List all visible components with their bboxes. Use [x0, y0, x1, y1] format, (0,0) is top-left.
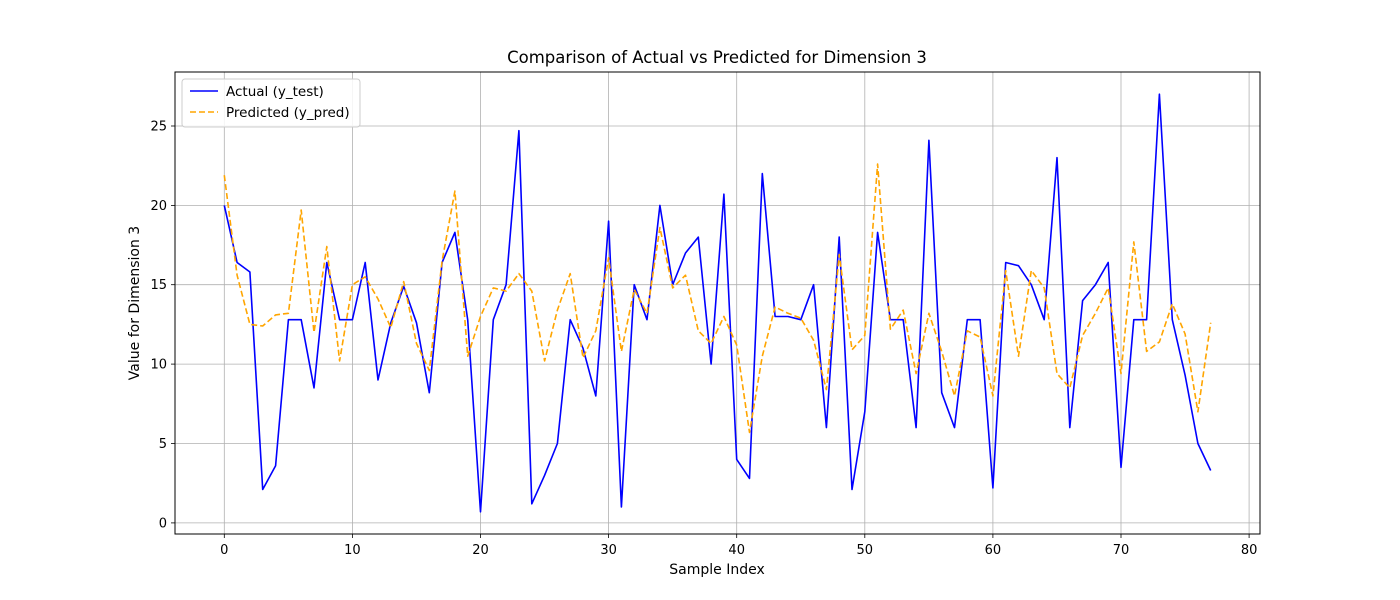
x-axis-label: Sample Index [669, 562, 764, 578]
plot-frame [174, 71, 1261, 535]
plot-background [175, 72, 1260, 534]
y-tick-label: 25 [150, 120, 167, 135]
y-tick-label: 15 [150, 278, 167, 293]
x-tick-label: 0 [220, 543, 228, 558]
grid [175, 72, 1260, 534]
legend: Actual (y_test) Predicted (y_pred) [181, 78, 361, 128]
series-line-actual [223, 93, 1212, 513]
legend-label-actual: Actual (y_test) [226, 84, 324, 100]
x-tick-label: 70 [1113, 543, 1130, 558]
y-tick-label: 0 [159, 516, 167, 531]
y-tick-label: 10 [150, 358, 167, 373]
x-tick-label: 10 [344, 543, 361, 558]
x-tick-label: 30 [600, 543, 617, 558]
series-line-predicted [223, 163, 1212, 434]
y-axis: 0 5 10 15 20 25 [150, 120, 175, 531]
legend-box [181, 78, 361, 128]
series-layer [223, 93, 1212, 513]
x-tick-label: 60 [985, 543, 1002, 558]
y-tick-label: 5 [159, 437, 167, 452]
chart-title: Comparison of Actual vs Predicted for Di… [507, 48, 927, 67]
plot-area [174, 71, 1261, 535]
x-tick-label: 50 [857, 543, 874, 558]
y-axis-label: Value for Dimension 3 [127, 226, 143, 380]
x-tick-label: 20 [472, 543, 489, 558]
legend-label-predicted: Predicted (y_pred) [226, 105, 350, 121]
x-tick-label: 40 [728, 543, 745, 558]
x-tick-label: 80 [1241, 543, 1258, 558]
x-axis: 0 10 20 30 40 50 60 70 80 [220, 534, 1257, 558]
y-tick-label: 20 [150, 199, 167, 214]
